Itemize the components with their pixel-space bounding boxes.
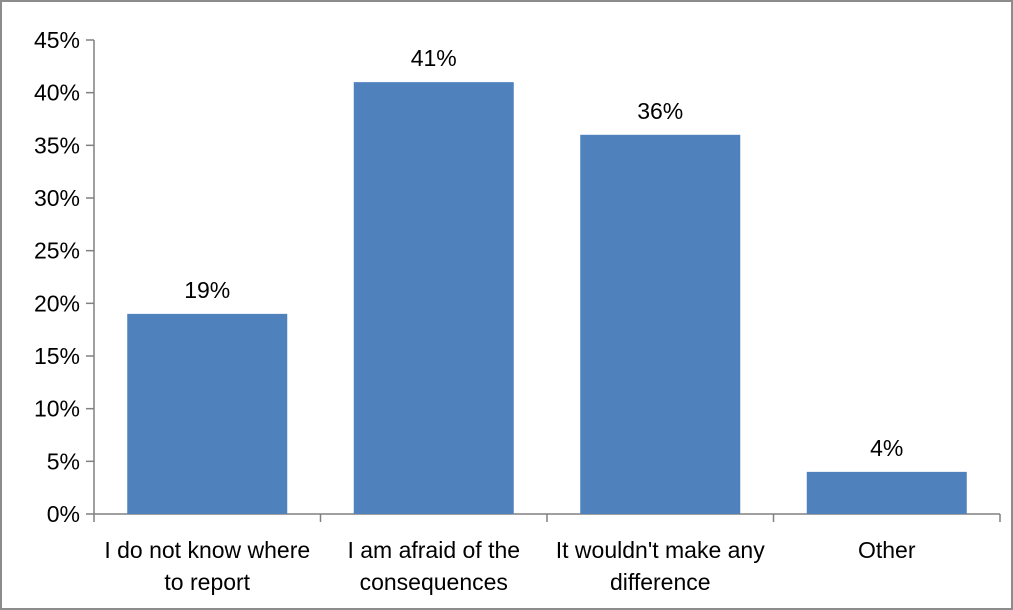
y-tick-label: 25% — [34, 238, 80, 264]
data-label: 41% — [411, 45, 457, 71]
bar — [806, 471, 967, 514]
y-tick-label: 40% — [34, 80, 80, 106]
category-label: Other — [858, 537, 916, 563]
data-labels: 19% 41% 36% 4% — [184, 45, 903, 461]
category-label: I am afraid of the — [347, 537, 520, 563]
data-label: 4% — [870, 435, 903, 461]
bar — [353, 82, 514, 514]
y-tick-label: 45% — [34, 27, 80, 53]
y-axis: 0% 5% 10% 15% 20% 25% 30% 35% 40% 45% — [34, 27, 95, 527]
bars — [127, 82, 967, 515]
category-label: to report — [164, 569, 250, 595]
y-tick-label: 10% — [34, 396, 80, 422]
y-tick-label: 15% — [34, 343, 80, 369]
category-label: It wouldn't make any — [556, 537, 765, 563]
y-tick-label: 5% — [47, 448, 80, 474]
data-label: 19% — [184, 277, 230, 303]
data-label: 36% — [637, 98, 683, 124]
y-tick-label: 30% — [34, 185, 80, 211]
y-tick-label: 0% — [47, 501, 80, 527]
y-tick-label: 35% — [34, 132, 80, 158]
category-label: consequences — [360, 569, 508, 595]
bar — [580, 134, 741, 515]
category-label: I do not know where — [104, 537, 310, 563]
category-label: difference — [610, 569, 711, 595]
bar — [127, 313, 288, 514]
x-axis — [93, 513, 1001, 522]
category-labels: I do not know where to report I am afraid … — [104, 537, 916, 595]
y-tick-label: 20% — [34, 290, 80, 316]
